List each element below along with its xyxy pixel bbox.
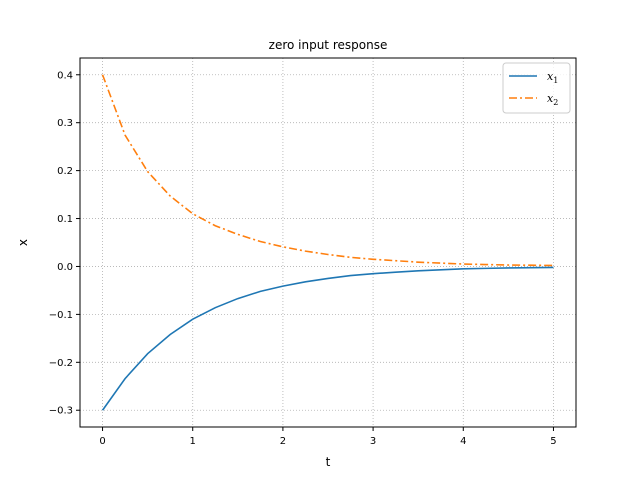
x-tick-label: 4 — [460, 436, 466, 447]
y-tick-label: 0.4 — [57, 70, 73, 81]
x-tick-label: 3 — [370, 436, 376, 447]
y-tick-label: −0.3 — [49, 406, 73, 417]
x-tick-label: 2 — [280, 436, 286, 447]
y-tick-label: −0.2 — [49, 358, 73, 369]
y-tick-label: 0.3 — [57, 118, 73, 129]
y-axis-label: x — [16, 239, 30, 246]
axes-frame — [79, 57, 577, 428]
y-tick-label: 0.0 — [57, 262, 73, 273]
x-axis-label: t — [326, 455, 331, 469]
chart-title: zero input response — [269, 38, 388, 52]
x-tick-label: 5 — [550, 436, 556, 447]
legend-label-x1: x1 — [547, 70, 558, 85]
series-line-x1 — [101, 266, 554, 411]
x-tick-label: 1 — [190, 436, 196, 447]
y-tick-label: 0.2 — [57, 166, 73, 177]
series-line-x2 — [101, 74, 554, 267]
ticks: 0 1 2 3 4 5 −0.3 −0.2 −0.1 0.0 0.1 0.2 0.3 0.4 — [49, 70, 557, 447]
y-tick-label: 0.1 — [57, 214, 73, 225]
legend-label-x2: x2 — [547, 92, 558, 107]
x-tick-label: 0 — [99, 436, 105, 447]
y-tick-label: −0.1 — [49, 310, 73, 321]
legend-box — [502, 62, 571, 114]
series-group — [101, 74, 554, 411]
